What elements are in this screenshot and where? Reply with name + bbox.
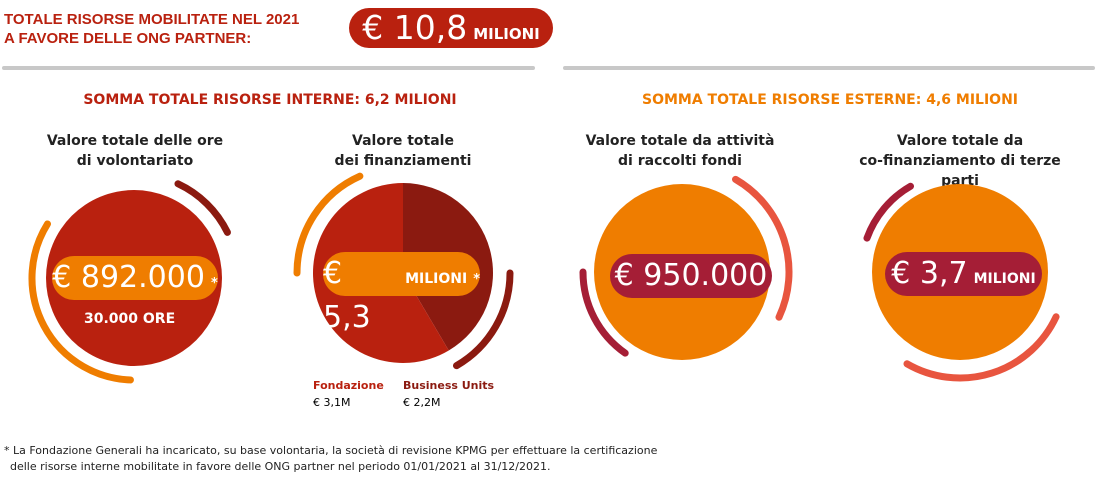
fundraising-arc-left — [579, 268, 629, 357]
divider-external — [563, 66, 1095, 70]
internal-section-title: SOMMA TOTALE RISORSE INTERNE: 6,2 MILION… — [83, 92, 457, 108]
legend-business-units: Business Units € 2,2M — [403, 377, 494, 411]
legend-label-business-units: Business Units — [403, 379, 495, 392]
footnote-line2: delle risorse interne mobilitate in favo… — [10, 460, 551, 473]
total-badge: € 10,8 MILIONI — [349, 8, 553, 48]
volunteer-title-line2: di volontariato — [76, 153, 194, 169]
funding-title: Valore totale dei finanziamenti — [283, 131, 523, 171]
funding-asterisk: * — [473, 272, 480, 287]
funding-value: € 5,3 — [323, 256, 371, 335]
header-title: TOTALE RISORSE MOBILITATE NEL 2021 A FAVO… — [4, 10, 299, 48]
fundraising-value-pill: € 950.000 — [610, 254, 772, 298]
legend-label-fondazione: Fondazione — [313, 379, 384, 392]
volunteer-arc-top — [174, 180, 231, 236]
funding-arc-right — [453, 269, 514, 370]
header-line-1: TOTALE RISORSE MOBILITATE NEL 2021 — [4, 11, 300, 28]
footnote-line1: * La Fondazione Generali ha incaricato, … — [4, 444, 658, 457]
total-unit: MILIONI — [473, 25, 540, 43]
volunteer-arc-bottom — [28, 220, 134, 384]
fundraising-arc-right — [732, 175, 793, 321]
volunteer-title-line1: Valore totale delle ore — [46, 133, 224, 149]
fundraising-value: € 950.000 — [614, 258, 768, 293]
external-section-title: SOMMA TOTALE RISORSE ESTERNE: 4,6 MILION… — [641, 92, 1018, 108]
footnote: * La Fondazione Generali ha incaricato, … — [4, 443, 657, 475]
cofunding-arc-top — [863, 182, 914, 242]
funding-arc-left — [293, 172, 364, 277]
cofunding-value: € 3,7 — [891, 256, 968, 291]
cofunding-unit: MILIONI — [973, 271, 1036, 287]
cofunding-title-line1: Valore totale da — [896, 133, 1024, 149]
volunteer-title: Valore totale delle ore di volontariato — [15, 131, 255, 171]
volunteer-value-pill: € 892.000 * — [52, 256, 218, 300]
fundraising-title-line1: Valore totale da attività — [585, 133, 775, 149]
legend-value-business-units: € 2,2M — [403, 396, 441, 409]
funding-value-pill: € 5,3 MILIONI * — [323, 252, 480, 335]
funding-title-line2: dei finanziamenti — [334, 153, 472, 169]
volunteer-value: € 892.000 — [52, 260, 205, 295]
legend-fondazione: Fondazione € 3,1M — [313, 377, 384, 411]
total-value: € 10,8 — [362, 8, 468, 47]
funding-title-line1: Valore totale — [352, 133, 454, 149]
divider-internal — [2, 66, 535, 70]
fundraising-title-line2: di raccolti fondi — [618, 153, 742, 169]
volunteer-asterisk: * — [210, 276, 218, 291]
legend-value-fondazione: € 3,1M — [313, 396, 351, 409]
cofunding-arc-bottom — [903, 313, 1060, 382]
fundraising-title: Valore totale da attività di raccolti fon… — [560, 131, 800, 171]
header-line-2: A FAVORE DELLE ONG PARTNER: — [4, 30, 252, 47]
funding-unit: MILIONI — [405, 271, 468, 287]
cofunding-value-pill: € 3,7 MILIONI — [885, 252, 1042, 296]
volunteer-hours: 30.000 ORE — [84, 311, 176, 327]
